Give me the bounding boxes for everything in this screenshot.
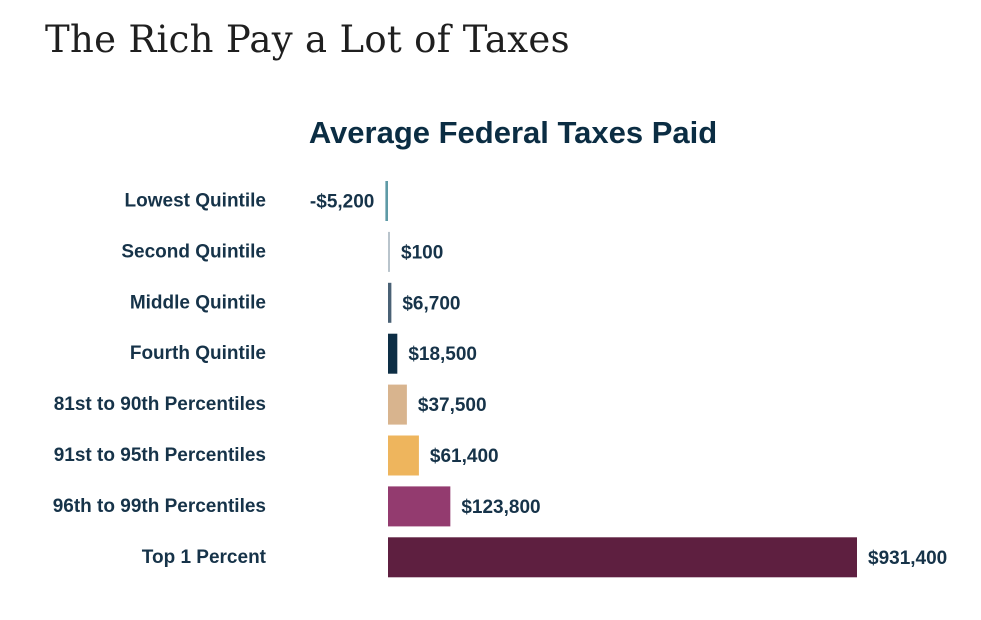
bar-96th-to-99th-percentiles [388,486,451,527]
category-label-91st-to-95th-percentiles: 91st to 95th Percentiles [54,445,266,466]
value-label-middle-quintile: $6,700 [402,293,460,314]
value-label-lowest-quintile: -$5,200 [310,192,374,213]
bar-81st-to-90th-percentiles [388,384,407,425]
bar-fourth-quintile [388,333,398,374]
value-label-fourth-quintile: $18,500 [408,344,477,365]
bar-lowest-quintile [385,181,388,221]
value-labels: -$5,200 $100 $6,700 $18,500 $37,500 $61,400 $1… [310,192,947,569]
page-title: The Rich Pay a Lot of Taxes [45,18,570,61]
bars [385,181,857,578]
category-label-top-1-percent: Top 1 Percent [142,547,267,568]
category-label-81st-to-90th-percentiles: 81st to 90th Percentiles [54,394,266,415]
category-label-fourth-quintile: Fourth Quintile [130,343,266,364]
value-label-second-quintile: $100 [401,242,443,263]
bar-91st-to-95th-percentiles [388,435,419,476]
value-label-91st-to-95th-percentiles: $61,400 [430,446,499,467]
category-label-second-quintile: Second Quintile [121,241,266,262]
bar-middle-quintile [388,282,392,323]
value-label-96th-to-99th-percentiles: $123,800 [461,497,540,518]
value-label-top-1-percent: $931,400 [868,548,947,569]
value-label-81st-to-90th-percentiles: $37,500 [418,395,487,416]
bar-top-1-percent [388,537,857,578]
category-label-middle-quintile: Middle Quintile [130,292,266,313]
chart-title: Average Federal Taxes Paid [309,115,717,150]
bar-second-quintile [388,231,390,272]
category-label-lowest-quintile: Lowest Quintile [125,191,266,212]
category-labels: Lowest Quintile Second Quintile Middle Qui… [53,191,267,568]
category-label-96th-to-99th-percentiles: 96th to 99th Percentiles [53,496,266,517]
